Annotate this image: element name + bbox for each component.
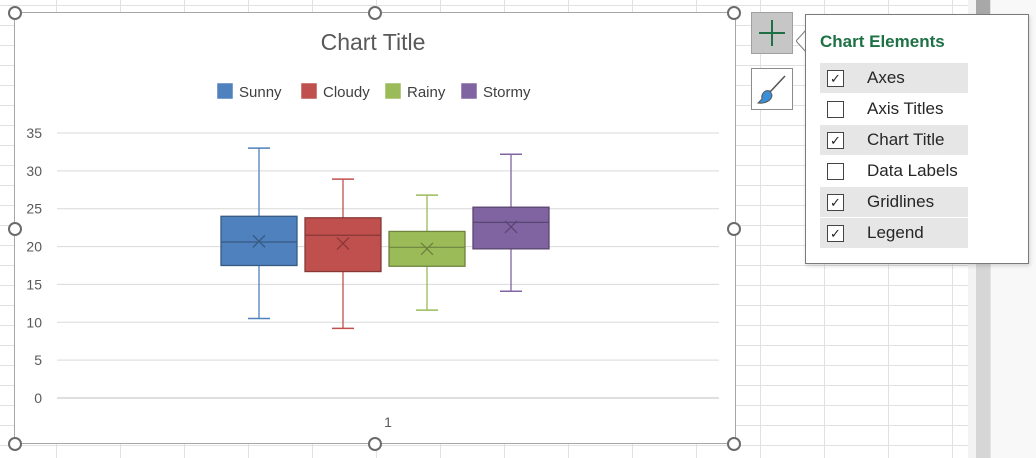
popup-title: Chart Elements (820, 32, 945, 51)
y-tick-label: 10 (26, 314, 42, 330)
element-row-chart-title[interactable]: ✓ Chart Title (820, 125, 968, 155)
axes-checkbox[interactable]: ✓ (827, 69, 844, 87)
chart-styles-button[interactable] (751, 68, 793, 110)
scrollbar-thumb[interactable] (976, 0, 990, 16)
legend-swatch (216, 82, 234, 100)
popup-pointer (796, 30, 807, 52)
axis-titles-checkbox[interactable] (827, 100, 844, 118)
element-row-axis-titles[interactable]: Axis Titles (820, 94, 968, 124)
gridlines-checkbox[interactable]: ✓ (827, 193, 844, 211)
mean-marker (504, 220, 518, 234)
legend-swatch (384, 82, 402, 100)
chart-elements-button[interactable] (751, 12, 793, 54)
data-labels-checkbox[interactable] (827, 162, 844, 180)
legend-label: Stormy (483, 84, 531, 101)
box (304, 217, 382, 273)
y-tick-label: 15 (26, 276, 42, 292)
x-tick-label: 1 (384, 414, 392, 430)
y-tick-label: 0 (34, 390, 42, 406)
resize-handle-top-center[interactable] (368, 6, 382, 20)
element-label: Gridlines (867, 192, 935, 211)
mean-marker (252, 234, 266, 248)
box (472, 206, 550, 250)
legend-label: Cloudy (323, 84, 370, 101)
y-tick-label: 25 (26, 201, 42, 217)
mean-marker (420, 242, 434, 256)
y-tick-label: 20 (26, 239, 42, 255)
legend-label: Rainy (407, 84, 446, 101)
y-tick-label: 35 (26, 125, 42, 141)
plus-icon (759, 20, 785, 46)
resize-handle-bottom-right[interactable] (727, 437, 741, 451)
element-label: Data Labels (867, 161, 958, 180)
chart-title: Chart Title (321, 29, 426, 55)
element-label: Chart Title (867, 130, 945, 149)
element-label: Legend (867, 223, 924, 242)
chart-title-checkbox[interactable]: ✓ (827, 131, 844, 149)
resize-handle-bottom-center[interactable] (368, 437, 382, 451)
legend-swatch (300, 82, 318, 100)
element-row-axes[interactable]: ✓ Axes (820, 63, 968, 93)
brush-icon (756, 75, 786, 104)
y-tick-label: 30 (26, 163, 42, 179)
element-label: Axis Titles (867, 99, 944, 118)
legend-swatch (460, 82, 478, 100)
resize-handle-top-left[interactable] (8, 6, 22, 20)
resize-handle-top-right[interactable] (727, 6, 741, 20)
legend-label: Sunny (239, 84, 282, 101)
box-whisker-chart: Chart Title 0 5 10 15 20 25 30 35 1 Sunny Cloudy Rai… (26, 29, 719, 430)
y-tick-label: 5 (34, 352, 42, 368)
element-row-gridlines[interactable]: ✓ Gridlines (820, 187, 968, 217)
element-row-legend[interactable]: ✓ Legend (820, 218, 968, 248)
legend-checkbox[interactable]: ✓ (827, 224, 844, 242)
element-row-data-labels[interactable]: Data Labels (820, 156, 968, 186)
resize-handle-middle-left[interactable] (8, 222, 22, 236)
element-label: Axes (867, 68, 905, 87)
resize-handle-bottom-left[interactable] (8, 437, 22, 451)
resize-handle-middle-right[interactable] (727, 222, 741, 236)
mean-marker (336, 237, 350, 251)
chart-area[interactable]: Chart Title 0 5 10 15 20 25 30 35 1 Sunny Cloudy Rai… (14, 12, 736, 444)
chart-elements-popup: Chart Elements ✓ Axes Axis Titles ✓ Char… (805, 14, 1029, 264)
